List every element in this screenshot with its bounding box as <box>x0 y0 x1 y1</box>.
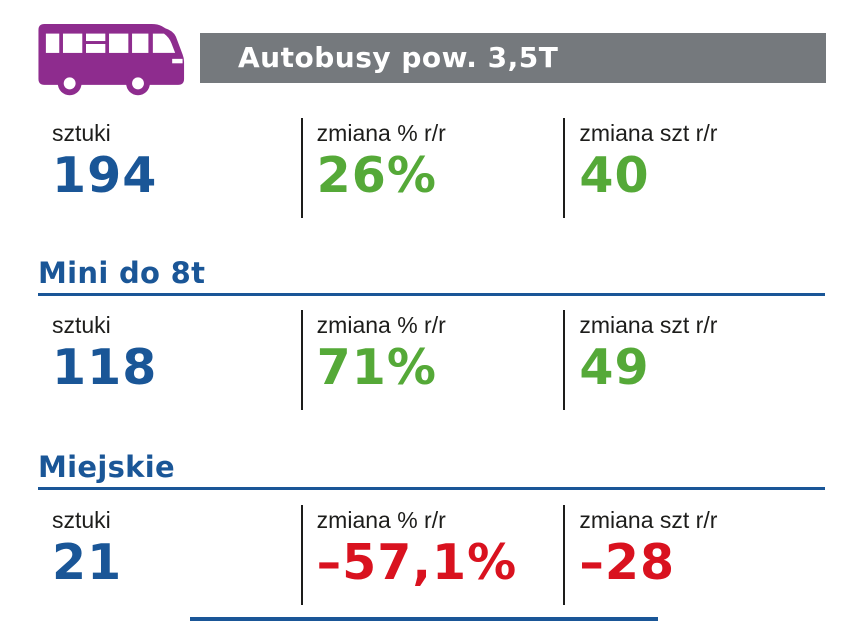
stat-zmiana-sztuk: zmiana szt r/r 40 <box>563 118 826 218</box>
stat-zmiana-procent: zmiana % r/r 71% <box>300 310 564 410</box>
stats-row-mini: sztuki 118 zmiana % r/r 71% zmiana szt r… <box>38 310 826 410</box>
page-title: Autobusy pow. 3,5T <box>200 33 826 83</box>
stat-zmiana-procent: zmiana % r/r 26% <box>300 118 564 218</box>
section-heading-mini: Mini do 8t <box>38 256 206 290</box>
stat-value: 26% <box>316 147 437 204</box>
stat-label: zmiana szt r/r <box>579 507 718 533</box>
stat-label: zmiana szt r/r <box>579 312 718 338</box>
stat-zmiana-sztuk: zmiana szt r/r 49 <box>563 310 826 410</box>
bottom-accent-line <box>190 617 658 621</box>
stat-label: sztuki <box>52 312 111 338</box>
stat-sztuki: sztuki 118 <box>38 310 301 410</box>
stat-sztuki: sztuki 194 <box>38 118 301 218</box>
section-rule <box>38 293 825 296</box>
stat-sztuki: sztuki 21 <box>38 505 301 605</box>
stat-value: 21 <box>52 534 123 591</box>
stat-value: –57,1% <box>316 534 518 591</box>
section-rule <box>38 487 825 490</box>
stat-value: 194 <box>52 147 158 204</box>
section-heading-miejskie: Miejskie <box>38 450 175 484</box>
stat-value: 71% <box>316 339 437 396</box>
stat-label: sztuki <box>52 120 111 146</box>
stats-row-overall: sztuki 194 zmiana % r/r 26% zmiana szt r… <box>38 118 826 218</box>
stats-row-miejskie: sztuki 21 zmiana % r/r –57,1% zmiana szt… <box>38 505 826 605</box>
stat-label: zmiana % r/r <box>316 507 446 533</box>
stat-label: sztuki <box>52 507 111 533</box>
stat-value: –28 <box>579 534 676 591</box>
stat-label: zmiana szt r/r <box>579 120 718 146</box>
stat-value: 49 <box>579 339 650 396</box>
bus-icon <box>34 18 190 96</box>
stat-label: zmiana % r/r <box>316 120 446 146</box>
stat-zmiana-sztuk: zmiana szt r/r –28 <box>563 505 826 605</box>
stat-zmiana-procent: zmiana % r/r –57,1% <box>300 505 564 605</box>
stat-value: 40 <box>579 147 650 204</box>
stat-label: zmiana % r/r <box>316 312 446 338</box>
stat-value: 118 <box>52 339 158 396</box>
